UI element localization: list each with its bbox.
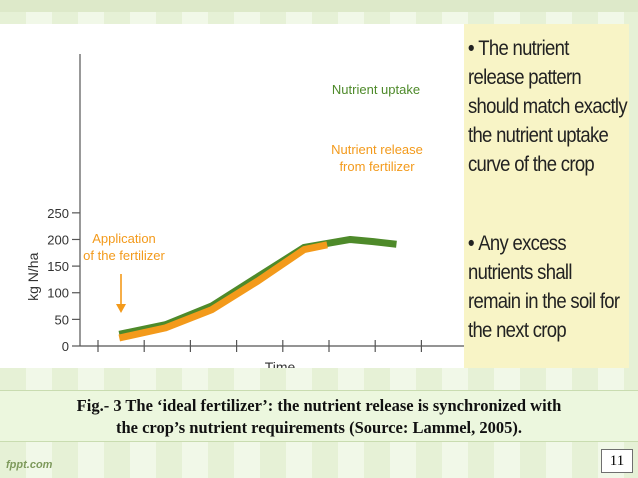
bullet-panel: • The nutrient release pattern should ma…	[464, 24, 629, 368]
y-tick-label: 50	[55, 312, 69, 327]
chart-panel: 0 50 100 150 200 250 kg N/ha Time Nutrient uptak…	[0, 24, 469, 375]
bullet-1: • The nutrient release pattern should ma…	[468, 34, 628, 179]
y-axis-label: kg N/ha	[25, 252, 41, 300]
bullet-dot: •	[468, 231, 479, 255]
series-line-nutrient-release	[118, 241, 328, 342]
annotation-nutrient-release: from fertilizer	[339, 159, 415, 174]
y-tick-label: 100	[47, 286, 69, 301]
bullet-dot: •	[468, 36, 479, 60]
y-tick-label: 0	[62, 339, 69, 354]
bullet-2-text: Any excess nutrients shall remain in the…	[468, 231, 620, 342]
y-tick-label: 200	[47, 232, 69, 247]
bullet-2: • Any excess nutrients shall remain in t…	[468, 229, 628, 345]
y-tick-label: 250	[47, 206, 69, 221]
annotation-application: Application	[92, 231, 156, 246]
annotation-nutrient-uptake: Nutrient uptake	[332, 82, 420, 97]
watermark-logo: fppt.com	[6, 459, 53, 471]
y-tick-label: 150	[47, 259, 69, 274]
x-axis-label: Time	[265, 359, 296, 368]
annotation-nutrient-release: Nutrient release	[331, 142, 423, 157]
bullet-1-text: The nutrient release pattern should matc…	[468, 36, 628, 176]
caption-line-1: Fig.- 3 The ‘ideal fertilizer’: the nutr…	[76, 396, 562, 415]
figure-caption: Fig.- 3 The ‘ideal fertilizer’: the nutr…	[0, 390, 638, 442]
slide-top-band	[0, 0, 638, 12]
application-arrow-head	[116, 304, 126, 313]
caption-line-2: the crop’s nutrient requirements (Source…	[115, 418, 523, 437]
page-number: 11	[601, 449, 633, 473]
line-chart: 0 50 100 150 200 250 kg N/ha Time Nutrient uptak…	[25, 54, 469, 375]
annotation-application: of the fertilizer	[83, 248, 165, 263]
